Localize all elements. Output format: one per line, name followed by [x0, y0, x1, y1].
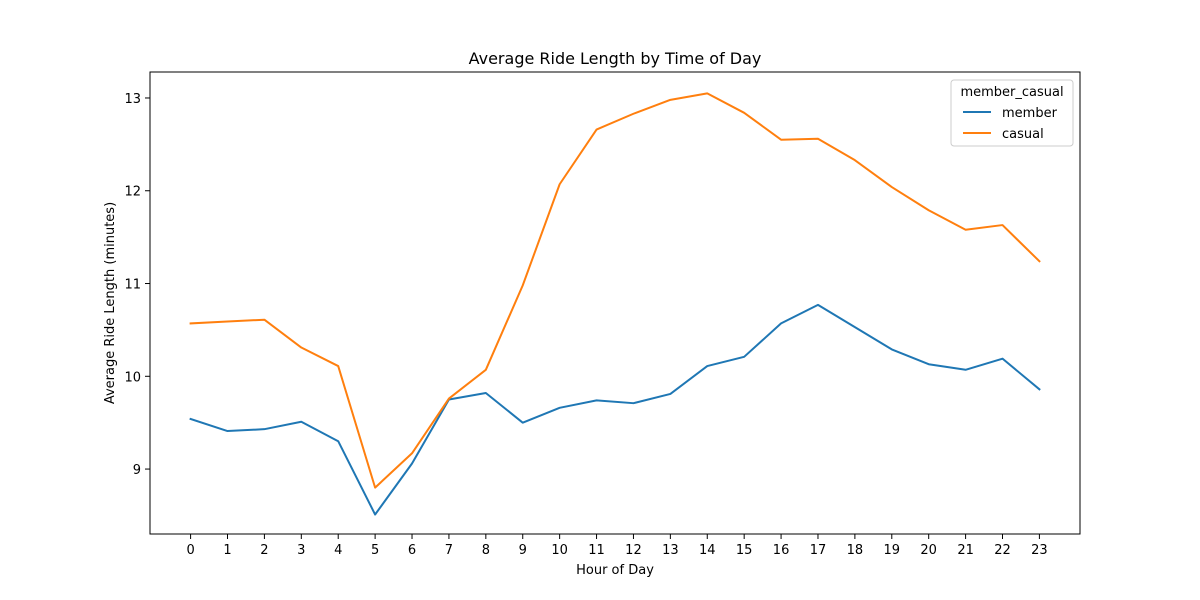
y-tick-label: 9 [133, 463, 141, 478]
y-tick-label: 13 [124, 92, 141, 107]
x-tick-label: 13 [662, 543, 679, 558]
x-tick-label: 21 [957, 543, 974, 558]
legend-entry-casual: casual [1002, 127, 1044, 142]
x-tick-label: 0 [186, 543, 194, 558]
x-tick-label: 23 [1031, 543, 1048, 558]
x-tick-label: 16 [773, 543, 790, 558]
x-tick-label: 7 [445, 543, 453, 558]
x-tick-label: 9 [519, 543, 527, 558]
series-group [189, 92, 1041, 516]
x-tick-label: 17 [810, 543, 827, 558]
x-tick-label: 19 [884, 543, 901, 558]
x-tick-label: 22 [994, 543, 1011, 558]
y-axis-label: Average Ride Length (minutes) [103, 202, 118, 404]
y-tick-label: 10 [124, 370, 141, 385]
legend-box [950, 79, 1074, 147]
x-tick-label: 8 [482, 543, 490, 558]
legend-title: member_casual [960, 85, 1063, 100]
plot-frame [149, 71, 1081, 535]
y-tick-label: 12 [124, 185, 141, 200]
x-tick-label: 3 [297, 543, 305, 558]
x-tick-label: 6 [408, 543, 416, 558]
series-line-casual [189, 92, 1041, 489]
plot-background [150, 72, 1080, 534]
x-tick-label: 4 [334, 543, 342, 558]
axes-group: 0 1 2 3 4 5 6 7 8 9 10 11 12 13 14 15 16 17 18 19 20 21 22 2391… [124, 71, 1081, 558]
x-tick-label: 10 [551, 543, 568, 558]
x-tick-label: 14 [699, 543, 716, 558]
x-tick-label: 20 [920, 543, 937, 558]
x-tick-label: 5 [371, 543, 379, 558]
x-tick-label: 2 [260, 543, 268, 558]
y-tick-label: 11 [124, 278, 141, 293]
plot-area [150, 72, 1080, 534]
legend-entry-member: member [1002, 106, 1058, 121]
x-axis-label: Hour of Day [576, 563, 654, 578]
chart-title: Average Ride Length by Time of Day [469, 49, 762, 68]
x-tick-label: 18 [847, 543, 864, 558]
x-tick-label: 15 [736, 543, 753, 558]
x-tick-label: 12 [625, 543, 642, 558]
series-line-member [189, 303, 1041, 516]
x-tick-label: 11 [588, 543, 605, 558]
x-tick-label: 1 [223, 543, 231, 558]
